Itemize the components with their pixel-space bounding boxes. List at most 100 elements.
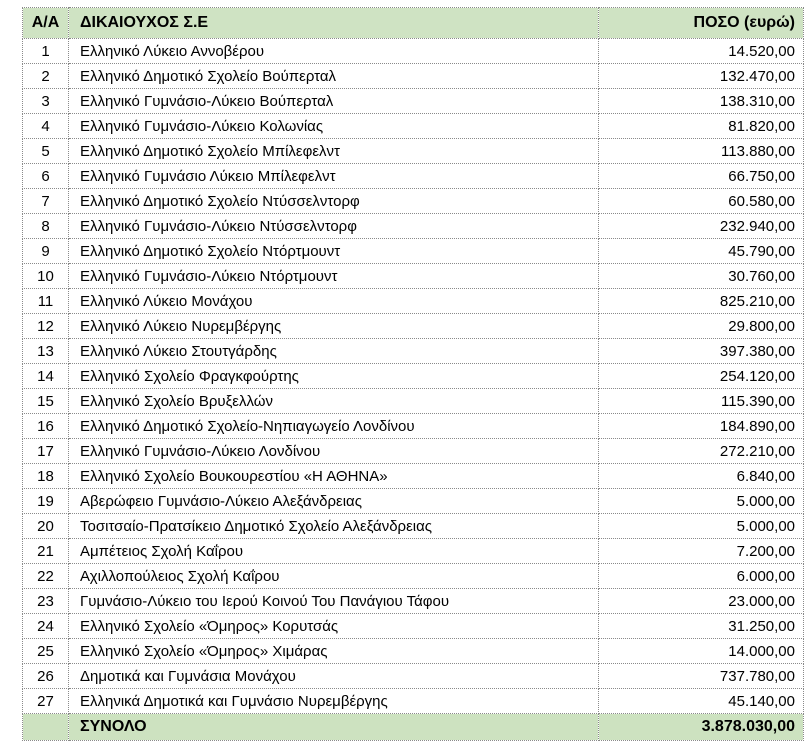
table-footer: ΣΥΝΟΛΟ 3.878.030,00 [22,713,804,741]
table-row: 6 Ελληνικό Γυμνάσιο Λύκειο Μπίλεφελντ 66… [22,163,804,189]
row-index-cell: 26 [22,663,69,689]
table-row: 16 Ελληνικό Δημοτικό Σχολείο-Νηπιαγωγείο… [22,413,804,439]
row-amount-cell: 272.210,00 [598,438,804,464]
table-row: 10 Ελληνικό Γυμνάσιο-Λύκειο Ντόρτμουντ 3… [22,263,804,289]
row-index-cell: 2 [22,63,69,89]
table-row: 8 Ελληνικό Γυμνάσιο-Λύκειο Ντύσσελντορφ … [22,213,804,239]
table-row: 15 Ελληνικό Σχολείο Βρυξελλών 115.390,00 [22,388,804,414]
row-beneficiary-cell: Ελληνικό Δημοτικό Σχολείο Ντόρτμουντ [68,238,599,264]
row-amount-cell: 60.580,00 [598,188,804,214]
row-amount-cell: 737.780,00 [598,663,804,689]
row-amount-cell: 5.000,00 [598,513,804,539]
row-beneficiary-cell: Ελληνικό Λύκειο Μονάχου [68,288,599,314]
row-index-cell: 25 [22,638,69,664]
table-row: 22 Αχιλλοπούλειος Σχολή Καΐρου 6.000,00 [22,563,804,589]
row-beneficiary-cell: Αβερώφειο Γυμνάσιο-Λύκειο Αλεξάνδρειας [68,488,599,514]
table-header: Α/Α ΔΙΚΑΙΟΥΧΟΣ Σ.Ε ΠΟΣΟ (ευρώ) [22,7,804,39]
row-beneficiary-cell: Ελληνικά Δημοτικά και Γυμνάσιο Νυρεμβέργ… [68,688,599,714]
row-index-cell: 20 [22,513,69,539]
row-index-cell: 21 [22,538,69,564]
total-empty-cell [22,713,69,741]
row-beneficiary-cell: Ελληνικό Γυμνάσιο-Λύκειο Κολωνίας [68,113,599,139]
row-amount-cell: 45.140,00 [598,688,804,714]
row-index-cell: 24 [22,613,69,639]
row-beneficiary-cell: Γυμνάσιο-Λύκειο του Ιερού Κοινού Του Παν… [68,588,599,614]
row-index-cell: 15 [22,388,69,414]
row-amount-cell: 31.250,00 [598,613,804,639]
row-amount-cell: 30.760,00 [598,263,804,289]
row-beneficiary-cell: Ελληνικό Σχολείο Βρυξελλών [68,388,599,414]
table-row: 26 Δημοτικά και Γυμνάσια Μονάχου 737.780… [22,663,804,689]
header-beneficiary: ΔΙΚΑΙΟΥΧΟΣ Σ.Ε [68,7,599,39]
table-row: 25 Ελληνικό Σχολείο «Όμηρος» Χιμάρας 14.… [22,638,804,664]
row-amount-cell: 232.940,00 [598,213,804,239]
table-row: 5 Ελληνικό Δημοτικό Σχολείο Μπίλεφελντ 1… [22,138,804,164]
row-beneficiary-cell: Ελληνικό Δημοτικό Σχολείο Μπίλεφελντ [68,138,599,164]
row-index-cell: 1 [22,38,69,64]
table-row: 4 Ελληνικό Γυμνάσιο-Λύκειο Κολωνίας 81.8… [22,113,804,139]
row-beneficiary-cell: Ελληνικό Σχολείο «Όμηρος» Κορυτσάς [68,613,599,639]
table-row: 19 Αβερώφειο Γυμνάσιο-Λύκειο Αλεξάνδρεια… [22,488,804,514]
row-amount-cell: 6.840,00 [598,463,804,489]
row-amount-cell: 825.210,00 [598,288,804,314]
row-amount-cell: 5.000,00 [598,488,804,514]
row-index-cell: 9 [22,238,69,264]
row-amount-cell: 29.800,00 [598,313,804,339]
row-index-cell: 4 [22,113,69,139]
row-index-cell: 22 [22,563,69,589]
table-row: 21 Αμπέτειος Σχολή Καΐρου 7.200,00 [22,538,804,564]
table-row: 20 Τοσιτσαίο-Πρατσίκειο Δημοτικό Σχολείο… [22,513,804,539]
total-amount: 3.878.030,00 [598,713,804,741]
table-row: 23 Γυμνάσιο-Λύκειο του Ιερού Κοινού Του … [22,588,804,614]
row-index-cell: 8 [22,213,69,239]
row-index-cell: 10 [22,263,69,289]
header-index: Α/Α [22,7,69,39]
row-index-cell: 27 [22,688,69,714]
row-beneficiary-cell: Ελληνικό Λύκειο Νυρεμβέργης [68,313,599,339]
row-index-cell: 17 [22,438,69,464]
row-amount-cell: 23.000,00 [598,588,804,614]
row-amount-cell: 45.790,00 [598,238,804,264]
table-row: 9 Ελληνικό Δημοτικό Σχολείο Ντόρτμουντ 4… [22,238,804,264]
row-amount-cell: 7.200,00 [598,538,804,564]
row-beneficiary-cell: Ελληνικό Γυμνάσιο-Λύκειο Ντύσσελντορφ [68,213,599,239]
table-row: 14 Ελληνικό Σχολείο Φραγκφούρτης 254.120… [22,363,804,389]
table-row: 2 Ελληνικό Δημοτικό Σχολείο Βούπερταλ 13… [22,63,804,89]
row-index-cell: 16 [22,413,69,439]
row-amount-cell: 254.120,00 [598,363,804,389]
row-beneficiary-cell: Δημοτικά και Γυμνάσια Μονάχου [68,663,599,689]
row-index-cell: 11 [22,288,69,314]
row-index-cell: 18 [22,463,69,489]
table-body: 1 Ελληνικό Λύκειο Αννοβέρου 14.520,00 2 … [22,38,804,714]
row-index-cell: 12 [22,313,69,339]
table-row: 1 Ελληνικό Λύκειο Αννοβέρου 14.520,00 [22,38,804,64]
row-index-cell: 5 [22,138,69,164]
row-beneficiary-cell: Ελληνικό Δημοτικό Σχολείο-Νηπιαγωγείο Λο… [68,413,599,439]
row-beneficiary-cell: Ελληνικό Δημοτικό Σχολείο Ντύσσελντορφ [68,188,599,214]
header-amount: ΠΟΣΟ (ευρώ) [598,7,804,39]
beneficiaries-table: Α/Α ΔΙΚΑΙΟΥΧΟΣ Σ.Ε ΠΟΣΟ (ευρώ) 1 Ελληνικ… [22,7,804,741]
table-row: 13 Ελληνικό Λύκειο Στουτγάρδης 397.380,0… [22,338,804,364]
row-index-cell: 14 [22,363,69,389]
row-amount-cell: 138.310,00 [598,88,804,114]
row-index-cell: 6 [22,163,69,189]
table-row: 3 Ελληνικό Γυμνάσιο-Λύκειο Βούπερταλ 138… [22,88,804,114]
header-row: Α/Α ΔΙΚΑΙΟΥΧΟΣ Σ.Ε ΠΟΣΟ (ευρώ) [22,7,804,39]
row-index-cell: 23 [22,588,69,614]
table-row: 27 Ελληνικά Δημοτικά και Γυμνάσιο Νυρεμβ… [22,688,804,714]
row-amount-cell: 14.000,00 [598,638,804,664]
row-amount-cell: 66.750,00 [598,163,804,189]
row-beneficiary-cell: Ελληνικό Δημοτικό Σχολείο Βούπερταλ [68,63,599,89]
row-amount-cell: 81.820,00 [598,113,804,139]
row-amount-cell: 14.520,00 [598,38,804,64]
row-beneficiary-cell: Ελληνικό Γυμνάσιο-Λύκειο Ντόρτμουντ [68,263,599,289]
row-amount-cell: 184.890,00 [598,413,804,439]
row-amount-cell: 132.470,00 [598,63,804,89]
row-beneficiary-cell: Ελληνικό Γυμνάσιο-Λύκειο Βούπερταλ [68,88,599,114]
table-row: 17 Ελληνικό Γυμνάσιο-Λύκειο Λονδίνου 272… [22,438,804,464]
table-row: 7 Ελληνικό Δημοτικό Σχολείο Ντύσσελντορφ… [22,188,804,214]
row-beneficiary-cell: Ελληνικό Σχολείο Φραγκφούρτης [68,363,599,389]
total-row: ΣΥΝΟΛΟ 3.878.030,00 [22,713,804,741]
row-beneficiary-cell: Αμπέτειος Σχολή Καΐρου [68,538,599,564]
table-row: 12 Ελληνικό Λύκειο Νυρεμβέργης 29.800,00 [22,313,804,339]
